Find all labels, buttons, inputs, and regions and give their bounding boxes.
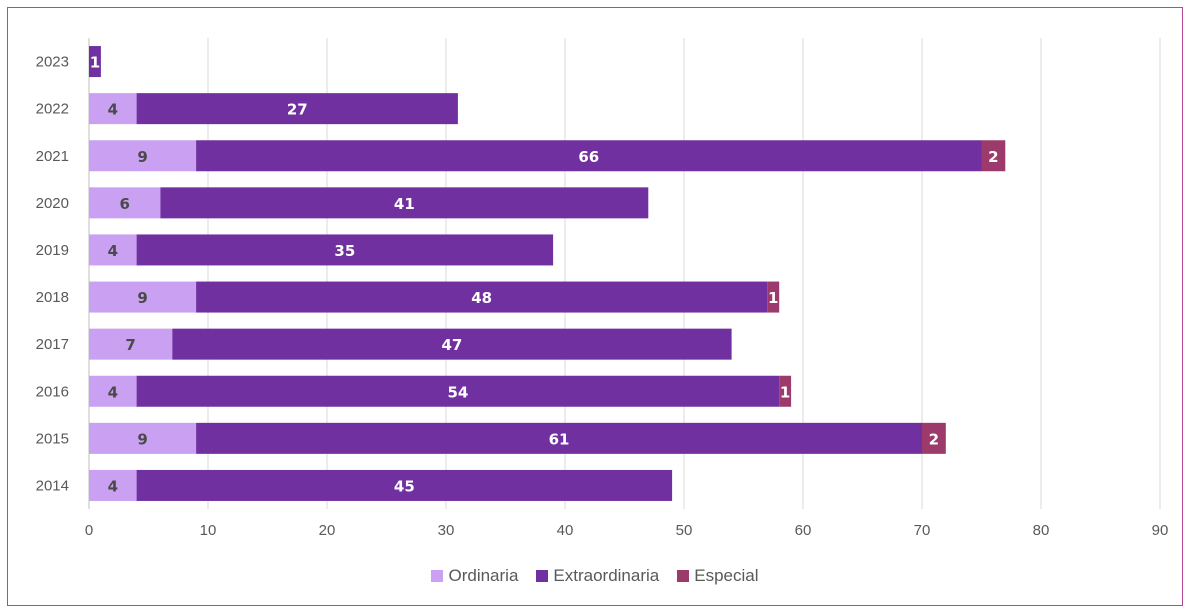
data-label: 54: [447, 383, 468, 401]
data-label: 1: [768, 289, 778, 307]
bar-segment: [89, 328, 173, 360]
legend-swatch-especial: [677, 570, 690, 582]
bar-segment: [89, 234, 137, 266]
data-label: 35: [334, 242, 355, 260]
data-label: 6: [119, 195, 129, 213]
legend-label-extraordinaria: Extraordinaria: [553, 566, 660, 585]
legend-label-ordinaria: Ordinaria: [448, 566, 519, 585]
data-label: 1: [90, 54, 100, 72]
y-tick-label: 2022: [36, 101, 69, 118]
data-label: 4: [108, 242, 118, 260]
legend-label-especial: Especial: [694, 566, 759, 585]
bar-segment: [89, 140, 197, 172]
bar-segment: [136, 375, 780, 407]
bar-segment: [89, 46, 101, 78]
bar-segment: [196, 422, 923, 454]
legend-swatch-extraordinaria: [536, 570, 549, 582]
y-tick-label: 2021: [36, 148, 69, 165]
bar-segment: [89, 93, 137, 125]
data-label: 4: [108, 101, 118, 119]
data-label: 1: [780, 383, 790, 401]
bar-segment: [136, 93, 458, 125]
x-tick-label: 80: [1033, 522, 1050, 539]
y-tick-label: 2019: [36, 242, 69, 259]
bar-segment: [89, 187, 161, 219]
x-tick-label: 10: [200, 522, 217, 539]
data-label: 41: [394, 195, 415, 213]
legend-item-extraordinaria: Extraordinaria: [536, 566, 659, 586]
chart-legend: Ordinaria Extraordinaria Especial: [0, 566, 1190, 597]
chart-frame: [7, 7, 1183, 606]
bar-segment: [196, 140, 982, 172]
data-label: 2: [929, 430, 939, 448]
legend-item-ordinaria: Ordinaria: [431, 566, 518, 586]
x-tick-label: 70: [914, 522, 931, 539]
data-label: 9: [137, 289, 147, 307]
y-tick-label: 2014: [36, 477, 69, 494]
x-tick-label: 20: [319, 522, 336, 539]
x-tick-label: 0: [85, 522, 93, 539]
data-label: 48: [471, 289, 492, 307]
data-label: 4: [108, 383, 118, 401]
legend-swatch-ordinaria: [431, 570, 444, 582]
bar-segment: [767, 281, 780, 313]
bar-segment: [922, 422, 946, 454]
data-label: 9: [137, 148, 147, 166]
y-tick-label: 2015: [36, 430, 69, 447]
data-label: 7: [125, 336, 135, 354]
bar-segment: [89, 281, 197, 313]
bar-segment: [136, 469, 673, 501]
data-label: 66: [578, 148, 599, 166]
data-label: 27: [287, 101, 308, 119]
data-label: 47: [442, 336, 463, 354]
x-tick-label: 40: [557, 522, 574, 539]
x-tick-label: 50: [676, 522, 693, 539]
bar-segment: [779, 375, 792, 407]
bar-segment: [196, 281, 768, 313]
data-label: 9: [137, 430, 147, 448]
data-label: 4: [108, 477, 118, 495]
bar-segment: [160, 187, 649, 219]
bar-segment: [172, 328, 732, 360]
data-label: 2: [988, 148, 998, 166]
y-tick-label: 2016: [36, 383, 69, 400]
bar-segment: [89, 375, 137, 407]
y-tick-label: 2020: [36, 195, 69, 212]
bar-segment: [89, 422, 197, 454]
bar-segment: [89, 469, 137, 501]
bar-segment: [981, 140, 1006, 172]
legend-item-especial: Especial: [677, 566, 759, 586]
bar-segment: [136, 234, 554, 266]
y-tick-label: 2023: [36, 54, 69, 71]
x-tick-label: 30: [438, 522, 455, 539]
data-label: 61: [549, 430, 570, 448]
y-tick-label: 2018: [36, 289, 69, 306]
y-tick-label: 2017: [36, 336, 69, 353]
x-tick-label: 60: [795, 522, 812, 539]
data-label: 45: [394, 477, 415, 495]
x-tick-label: 90: [1152, 522, 1169, 539]
